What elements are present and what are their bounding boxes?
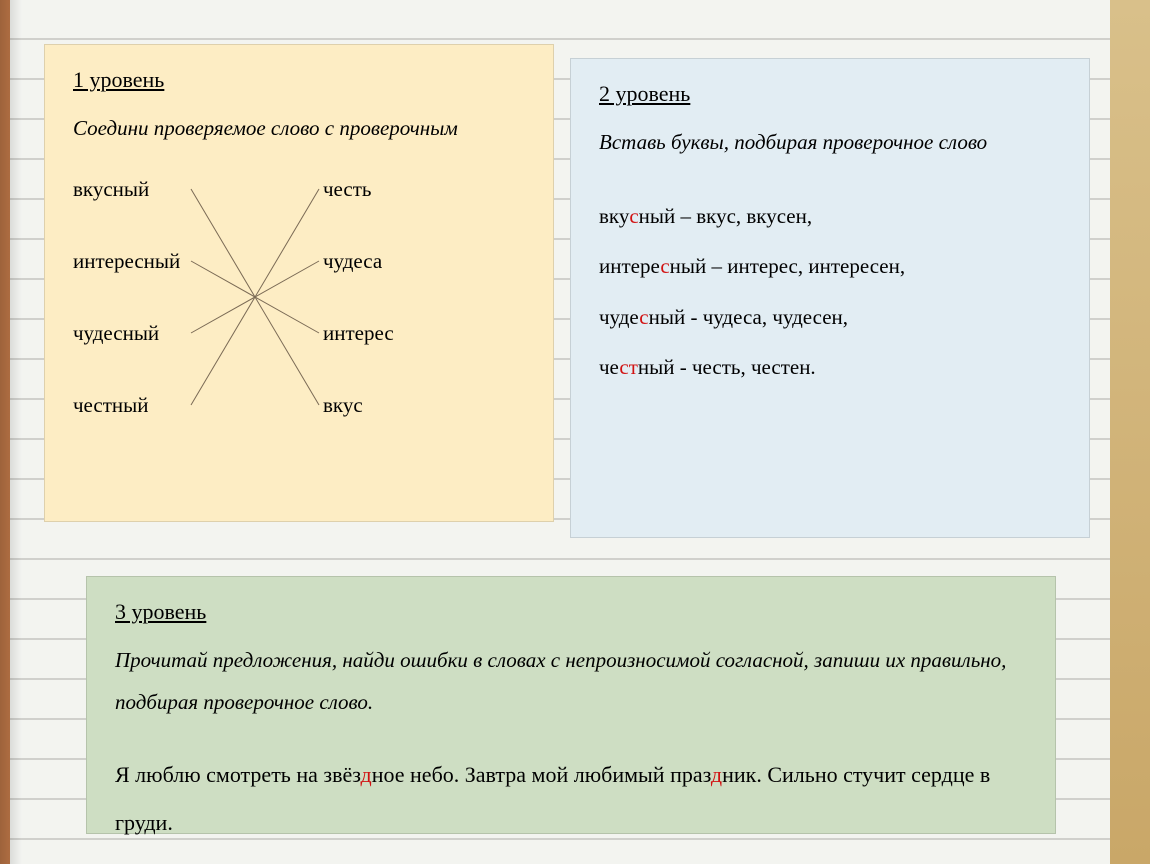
left-column: вкусныйинтересныйчудесныйчестный [73, 177, 253, 465]
right-word: интерес [323, 321, 503, 393]
item-prefix: вку [599, 204, 629, 228]
highlight-letter: д [711, 762, 722, 787]
highlight-letter: с [629, 204, 638, 228]
level2-card: 2 уровень Вставь буквы, подбирая проверо… [570, 58, 1090, 538]
level1-instruction: Соедини проверяемое слово с проверочным [73, 107, 525, 149]
highlight-letter: с [660, 254, 669, 278]
page-shadow [0, 0, 22, 864]
right-word: вкус [323, 393, 503, 465]
item-prefix: интере [599, 254, 660, 278]
item-rest: ный – вкус, вкусен, [639, 204, 812, 228]
level2-item: честный - честь, честен. [599, 342, 1061, 392]
level2-item: чудесный - чудеса, чудесен, [599, 292, 1061, 342]
highlight-letter: с [639, 305, 648, 329]
level1-card: 1 уровень Соедини проверяемое слово с пр… [44, 44, 554, 522]
left-word: чудесный [73, 321, 253, 393]
matching-area: вкусныйинтересныйчудесныйчестный честьчу… [73, 177, 525, 467]
item-rest: ный - честь, честен. [638, 355, 816, 379]
item-rest: ный - чудеса, чудесен, [649, 305, 848, 329]
sentence-text: ное небо. Завтра мой любимый праз [372, 762, 711, 787]
level2-item: интересный – интерес, интересен, [599, 241, 1061, 291]
highlight-letter: ст [619, 355, 638, 379]
level2-instruction: Вставь буквы, подбирая проверочное слово [599, 121, 1061, 163]
right-column: честьчудесаинтересвкус [323, 177, 503, 465]
left-word: интересный [73, 249, 253, 321]
sentence-text: Я люблю смотреть на звёз [115, 762, 361, 787]
level3-sentences: Я люблю смотреть на звёздное небо. Завтр… [115, 751, 1027, 848]
level2-items: вкусный – вкус, вкусен,интересный – инте… [599, 191, 1061, 393]
page: 1 уровень Соедини проверяемое слово с пр… [0, 0, 1150, 864]
left-word: вкусный [73, 177, 253, 249]
item-prefix: че [599, 355, 619, 379]
right-word: чудеса [323, 249, 503, 321]
left-word: честный [73, 393, 253, 465]
level2-title: 2 уровень [599, 81, 1061, 107]
right-word: честь [323, 177, 503, 249]
highlight-letter: д [361, 762, 372, 787]
binding-stripe [1110, 0, 1150, 864]
level2-item: вкусный – вкус, вкусен, [599, 191, 1061, 241]
level3-card: 3 уровень Прочитай предложения, найди ош… [86, 576, 1056, 834]
level3-instruction: Прочитай предложения, найди ошибки в сло… [115, 639, 1027, 723]
item-rest: ный – интерес, интересен, [670, 254, 905, 278]
level1-title: 1 уровень [73, 67, 525, 93]
level3-title: 3 уровень [115, 599, 1027, 625]
item-prefix: чуде [599, 305, 639, 329]
